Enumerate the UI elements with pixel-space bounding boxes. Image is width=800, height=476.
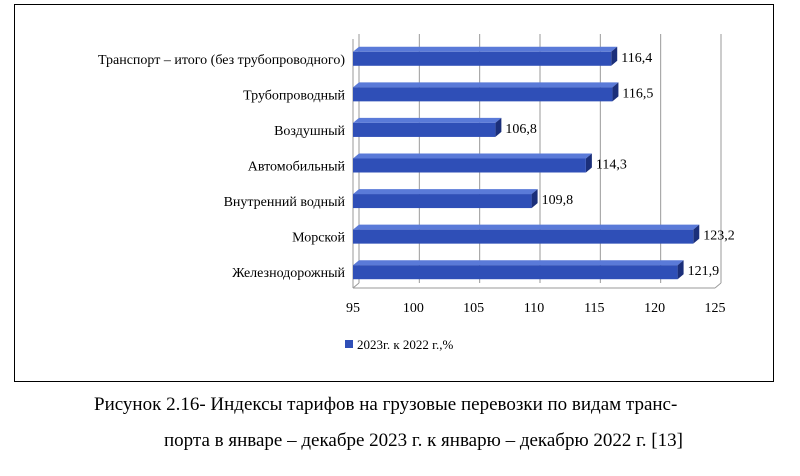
- data-label-2: 106,8: [505, 122, 537, 137]
- caption-line-1: Рисунок 2.16- Индексы тарифов на грузовы…: [94, 394, 678, 415]
- bar-side-0: [611, 46, 618, 66]
- bar-0: [353, 51, 612, 66]
- legend-label: 2023г. к 2022 г.,%: [357, 337, 454, 352]
- category-label-0: Транспорт – итого (без трубопроводного): [98, 53, 345, 68]
- bar-side-1: [612, 82, 619, 102]
- bar-side-5: [693, 224, 700, 244]
- floor-edge-right: [714, 282, 722, 289]
- bar-1: [353, 87, 613, 102]
- bar-side-3: [585, 153, 592, 173]
- x-tick-label-95: 95: [346, 301, 360, 316]
- legend-swatch: [345, 340, 353, 348]
- bar-2: [353, 122, 496, 137]
- bar-5: [353, 229, 694, 244]
- bar-side-2: [495, 117, 502, 137]
- x-tick-label-115: 115: [584, 301, 604, 316]
- data-label-5: 123,2: [703, 229, 735, 244]
- bar-top-3: [353, 153, 592, 159]
- data-label-6: 121,9: [688, 264, 720, 279]
- category-label-3: Автомобильный: [248, 160, 346, 175]
- x-tick-label-105: 105: [463, 301, 484, 316]
- floor-edge-left: [352, 282, 360, 289]
- data-label-0: 116,4: [621, 51, 652, 66]
- bar-side-6: [677, 260, 684, 280]
- category-label-6: Железнодорожный: [232, 266, 345, 281]
- data-label-1: 116,5: [622, 86, 653, 101]
- bar-top-6: [353, 260, 684, 266]
- category-label-5: Морской: [292, 231, 345, 246]
- bar-3: [353, 158, 586, 173]
- chart-frame: 95 100 105 110 115 120 125 Транспорт – итого (б…: [14, 4, 774, 382]
- x-tick-label-120: 120: [644, 301, 665, 316]
- bar-side-4: [531, 189, 538, 209]
- bar-top-5: [353, 224, 700, 230]
- caption-line-2: порта в январе – декабре 2023 г. к январ…: [164, 430, 683, 451]
- x-tick-label-125: 125: [705, 301, 726, 316]
- x-tick-label-100: 100: [403, 301, 424, 316]
- bar-chart: 95 100 105 110 115 120 125 Транспорт – итого (б…: [98, 34, 735, 352]
- x-tick-label-110: 110: [524, 301, 544, 316]
- bar-top-2: [353, 117, 502, 123]
- bar-top-4: [353, 189, 538, 195]
- category-label-4: Внутренний водный: [224, 195, 346, 210]
- category-label-1: Трубопроводный: [243, 88, 345, 103]
- bar-top-0: [353, 46, 618, 52]
- bar-4: [353, 194, 532, 209]
- data-label-3: 114,3: [596, 158, 627, 173]
- category-label-2: Воздушный: [274, 124, 345, 139]
- bar-6: [353, 265, 678, 280]
- data-label-4: 109,8: [542, 193, 574, 208]
- bar-top-1: [353, 82, 619, 88]
